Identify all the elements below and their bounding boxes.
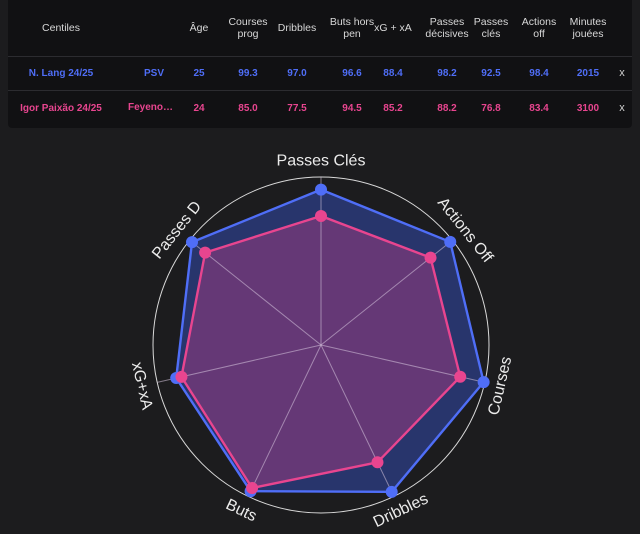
courses-prog-cell: 99.3 [238, 67, 258, 79]
table-row: N. Lang 24/25 PSV 25 99.3 97.0 96.6 88.4… [8, 56, 632, 91]
data-point [371, 456, 384, 469]
actions-off-cell: 83.4 [529, 102, 549, 114]
passes-decisives-cell: 98.2 [437, 67, 457, 79]
age-cell: 24 [193, 102, 205, 114]
minutes-cell: 2015 [576, 67, 600, 79]
header-passes-cles: Passes clés [473, 15, 509, 41]
club-name: PSV [143, 67, 164, 79]
data-point [477, 376, 490, 389]
passes-cles-cell: 92.5 [481, 67, 501, 79]
series-area [181, 215, 461, 489]
data-point [454, 370, 467, 383]
minutes-cell: 3100 [576, 102, 600, 114]
radar-chart: Passes Clés Actions Off Courses Dribbles But… [0, 128, 640, 534]
axis-label: xG+xA [128, 360, 155, 411]
header-centiles: Centiles [42, 21, 80, 34]
header-passes-decisives: Passes décisives [425, 15, 469, 41]
header-dribbles: Dribbles [277, 21, 317, 34]
data-point [315, 209, 327, 222]
data-point [315, 183, 327, 196]
data-point [175, 370, 188, 383]
courses-prog-cell: 85.0 [238, 102, 258, 114]
axis-label: Passes Clés [277, 153, 366, 170]
header-actions-off: Actions off [521, 15, 557, 41]
passes-decisives-cell: 88.2 [437, 102, 457, 114]
data-point [444, 235, 457, 248]
header-age: Âge [189, 21, 209, 34]
radar-spoke [247, 344, 322, 497]
header-xg-xa: xG + xA [374, 21, 412, 34]
radar-spoke [320, 344, 395, 497]
header-courses-prog: Courses prog [228, 15, 268, 41]
passes-cles-cell: 76.8 [481, 102, 501, 114]
player-name[interactable]: N. Lang 24/25 [28, 67, 94, 79]
data-point [186, 236, 199, 249]
radar-spoke [189, 239, 322, 346]
club-name: Feyenoord [128, 102, 178, 113]
data-point [385, 485, 398, 498]
axis-label: Buts [223, 496, 259, 525]
xg-xa-cell: 85.2 [383, 102, 403, 114]
remove-player-button[interactable]: x [619, 102, 625, 114]
remove-player-button[interactable]: x [619, 67, 625, 79]
data-point [424, 251, 437, 264]
actions-off-cell: 98.4 [529, 67, 549, 79]
data-point [199, 246, 212, 259]
age-cell: 25 [193, 67, 205, 79]
series-outline [175, 188, 485, 494]
table-header: Centiles Âge Courses prog Dribbles Buts … [8, 0, 632, 57]
player-name[interactable]: Igor Paixão 24/25 [20, 102, 102, 114]
buts-cell: 94.5 [342, 102, 362, 114]
header-buts-hors-pen: Buts hors pen [329, 15, 375, 41]
dribbles-cell: 77.5 [287, 102, 307, 114]
data-point [246, 482, 259, 495]
table-row: Igor Paixão 24/25 Feyenoord 24 85.0 77.5… [8, 91, 632, 125]
comparison-table: Centiles Âge Courses prog Dribbles Buts … [8, 0, 632, 128]
axis-label: Courses [485, 355, 515, 417]
dribbles-cell: 97.0 [287, 67, 307, 79]
header-minutes-jouees: Minutes jouées [569, 15, 607, 41]
header-club [114, 0, 184, 56]
buts-cell: 96.6 [342, 67, 362, 79]
xg-xa-cell: 88.4 [383, 67, 403, 79]
series-outline [180, 214, 462, 490]
